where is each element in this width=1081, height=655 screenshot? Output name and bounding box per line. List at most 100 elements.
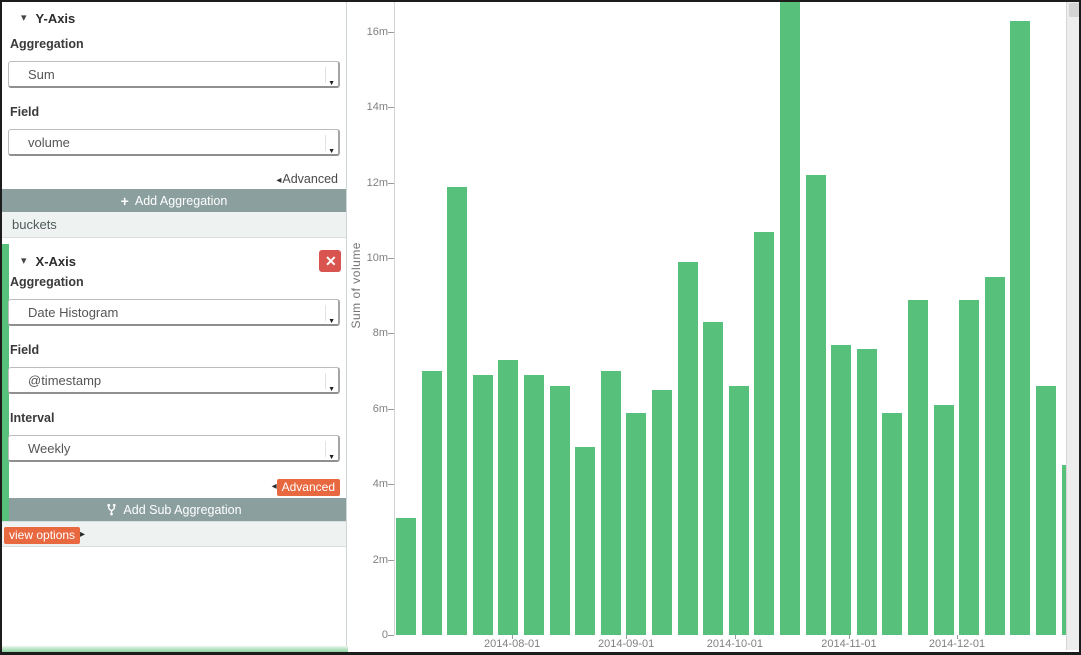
scrollbar-thumb[interactable] [1069,3,1079,17]
y-tick-label: 4m [372,478,388,491]
x-field-value: @timestamp [28,373,102,388]
y-tick-mark [388,31,394,33]
x-tick-label: 2014-10-01 [706,638,763,650]
x-axis-title: X-Axis [35,253,76,269]
advanced-highlight[interactable]: Advanced [276,479,340,496]
y-tick-mark [388,635,394,636]
interval-value: Weekly [28,441,71,456]
bar[interactable] [984,276,1005,635]
x-field-select[interactable]: @timestamp ▼ [8,367,340,394]
select-arrow-icon: ▼ [328,386,335,393]
field-label: Field [10,105,40,119]
y-field-value: volume [28,135,70,150]
bar[interactable] [703,322,724,635]
x-tick-label: 2014-09-01 [598,638,655,650]
select-arrow-icon: ▼ [328,148,335,155]
field-label: Field [10,343,40,357]
plus-icon: + [120,192,129,209]
y-tick-label: 10m [366,252,388,265]
bar[interactable] [600,371,621,635]
bar[interactable] [1010,20,1031,635]
x-tick-label: 2014-12-01 [928,638,986,650]
select-arrow-icon: ▼ [328,80,335,87]
select-arrow-icon: ▼ [328,318,335,325]
chart-scrollbar[interactable] [1066,2,1079,650]
bar[interactable] [882,412,903,635]
x-tick-mark [734,635,736,639]
aggregation-label: Aggregation [10,37,84,51]
select-divider [325,441,326,457]
y-tick-label: 2m [372,553,388,566]
triangle-left-icon: ◂ [271,481,277,492]
y-field-select[interactable]: volume ▼ [8,129,340,156]
select-divider [325,305,326,321]
bar[interactable] [447,186,468,635]
x-tick-mark [848,635,850,639]
triangle-left-icon: ◂ [276,175,282,186]
add-aggregation-button[interactable]: + Add Aggregation [2,189,346,212]
bar[interactable] [498,359,519,635]
bar[interactable] [396,518,416,635]
y-tick-mark [388,559,394,561]
bar[interactable] [575,446,596,635]
close-icon: ✕ [325,253,337,269]
bar[interactable] [421,371,442,635]
bar[interactable] [805,175,826,635]
bar[interactable] [856,348,877,635]
select-arrow-icon: ▼ [328,454,335,461]
bar[interactable] [524,374,544,635]
select-divider [325,135,326,151]
x-axis-section: ▾ X-Axis ✕ Aggregation Date Histogram ▼ … [2,244,346,521]
triangle-right-icon: ▸ [80,529,86,540]
x-advanced-toggle[interactable]: ◂ Advanced [2,478,340,496]
view-options-link[interactable]: view options [4,527,81,544]
y-tick-mark [388,258,394,260]
x-aggregation-select[interactable]: Date Histogram ▼ [8,299,340,326]
y-axis-title: Y-Axis [35,10,76,26]
selected-agg-indicator [2,244,9,521]
interval-select[interactable]: Weekly ▼ [8,435,340,462]
y-advanced-toggle[interactable]: ◂Advanced [276,172,338,186]
bar-plot-area [394,2,1079,635]
bar[interactable] [626,412,647,635]
select-divider [325,373,326,389]
view-options-row: view options ▸ [2,521,346,547]
y-axis-line [394,2,395,635]
y-aggregation-select[interactable]: Sum ▼ [8,61,340,88]
y-tick-label: 8m [372,327,388,340]
bar[interactable] [1036,386,1056,635]
interval-label: Interval [10,411,55,425]
bar[interactable] [728,386,749,635]
y-tick-mark [388,408,394,410]
sidebar-bottom-accent [2,646,348,652]
y-axis-header[interactable]: ▾ Y-Axis [21,8,346,28]
y-tick-mark [388,182,394,184]
y-axis-section: ▾ Y-Axis Aggregation Sum ▼ Field volume … [2,8,346,187]
y-tick-mark [388,333,394,335]
chevron-down-icon[interactable]: ▾ [21,12,27,24]
bar[interactable] [933,405,954,635]
buckets-section-label: buckets [2,212,346,238]
bar[interactable] [780,2,800,635]
bar[interactable] [908,299,928,635]
y-aggregation-value: Sum [28,67,55,82]
y-tick-label: 14m [366,101,388,114]
bar[interactable] [831,344,852,635]
bar[interactable] [472,374,493,635]
chevron-down-icon[interactable]: ▾ [21,255,27,267]
aggregation-sidebar: ▾ Y-Axis Aggregation Sum ▼ Field volume … [2,2,348,652]
bar[interactable] [754,231,775,635]
bar[interactable] [549,386,570,635]
bar[interactable] [652,390,672,635]
x-axis-header[interactable]: ▾ X-Axis [21,244,346,271]
select-divider [325,67,326,83]
x-tick-mark [512,635,514,639]
x-tick-mark [626,635,628,639]
add-sub-aggregation-button[interactable]: Add Sub Aggregation [2,498,346,521]
bar[interactable] [959,299,980,635]
remove-x-axis-button[interactable]: ✕ [319,250,341,272]
y-tick-label: 0 [381,629,388,641]
y-tick-label: 6m [372,402,388,415]
bar[interactable] [677,261,698,635]
